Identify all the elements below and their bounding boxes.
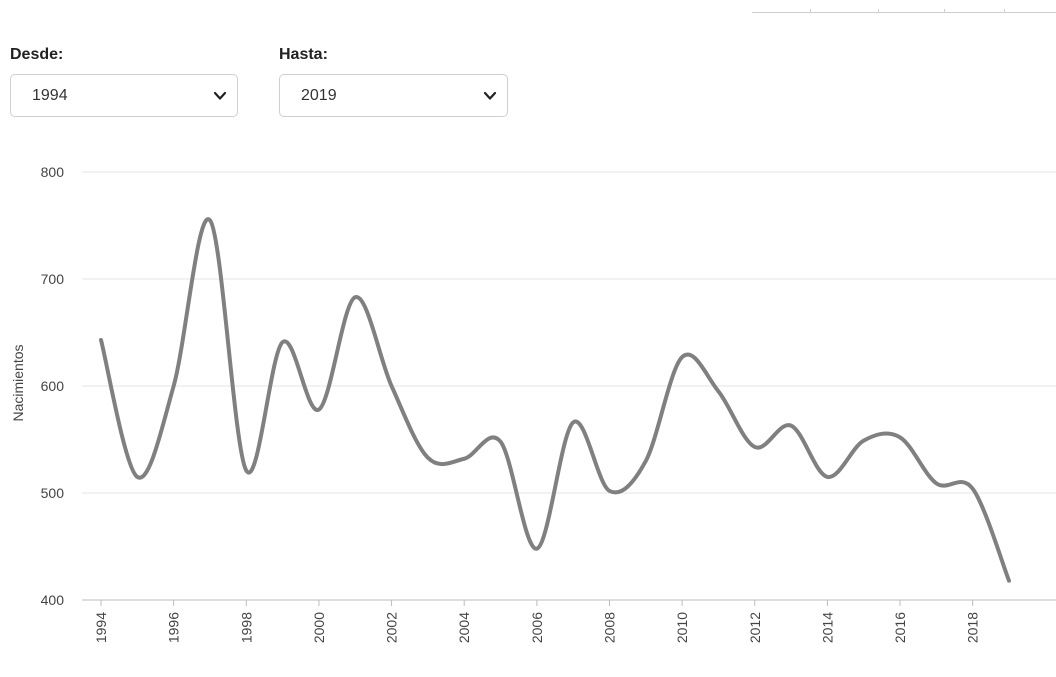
from-filter: Desde: 1994 <box>10 46 238 117</box>
x-tick-label: 1998 <box>238 612 254 643</box>
x-tick-label: 2012 <box>747 612 763 643</box>
data-point <box>207 217 213 223</box>
to-label: Hasta: <box>279 46 328 63</box>
data-point <box>1006 578 1012 584</box>
data-point <box>752 444 758 450</box>
to-year-value: 2019 <box>301 87 337 104</box>
y-tick-label: 600 <box>41 378 65 394</box>
data-point <box>897 434 903 440</box>
x-tick-label: 2014 <box>819 612 835 643</box>
from-label: Desde: <box>10 46 64 63</box>
to-filter: Hasta: 2019 <box>279 46 508 117</box>
x-tick-label: 2004 <box>456 612 472 643</box>
data-point <box>606 488 612 494</box>
data-point <box>788 423 794 429</box>
data-point <box>970 486 976 492</box>
data-point <box>352 294 358 300</box>
x-tick-label: 1994 <box>93 612 109 643</box>
data-point <box>643 458 649 464</box>
data-point <box>824 474 830 480</box>
data-point <box>316 407 322 413</box>
data-point <box>243 468 249 474</box>
x-tick-label: 2010 <box>674 612 690 643</box>
data-point <box>280 339 286 345</box>
y-tick-label: 500 <box>41 485 65 501</box>
chevron-down-icon <box>483 91 497 100</box>
y-axis: 400 500 600 700 800 <box>41 164 65 608</box>
data-point <box>933 480 939 486</box>
data-point <box>389 383 395 389</box>
data-point <box>171 383 177 389</box>
data-point <box>134 474 140 480</box>
y-tick-label: 400 <box>41 592 65 608</box>
births-line-chart: 400 500 600 700 800 1994 1996 1998 2000 2002 2004… <box>10 164 1056 643</box>
x-tick-label: 2016 <box>892 612 908 643</box>
series-line <box>99 217 1011 583</box>
data-point <box>425 455 431 461</box>
data-point <box>715 388 721 394</box>
data-point <box>98 337 104 343</box>
x-axis: 1994 1996 1998 2000 2002 2004 2006 2008 2010 2012… <box>93 600 981 643</box>
y-tick-label: 800 <box>41 164 65 180</box>
x-tick-label: 2006 <box>529 612 545 643</box>
top-divider <box>752 0 1056 13</box>
data-point <box>679 354 685 360</box>
x-tick-label: 2002 <box>384 612 400 643</box>
data-point <box>498 439 504 445</box>
data-point <box>534 546 540 552</box>
y-axis-label: Nacimientos <box>10 344 26 421</box>
y-tick-label: 700 <box>41 271 65 287</box>
to-year-select[interactable]: 2019 <box>279 74 508 117</box>
from-year-value: 1994 <box>32 87 68 104</box>
data-point <box>461 456 467 462</box>
data-point <box>861 438 867 444</box>
grid-lines <box>82 171 1056 601</box>
x-tick-label: 2000 <box>311 612 327 643</box>
x-tick-label: 2008 <box>601 612 617 643</box>
chevron-down-icon <box>213 91 227 100</box>
data-point <box>570 419 576 425</box>
x-tick-label: 1996 <box>166 612 182 643</box>
from-year-select[interactable]: 1994 <box>10 74 238 117</box>
x-tick-label: 2018 <box>965 612 981 643</box>
